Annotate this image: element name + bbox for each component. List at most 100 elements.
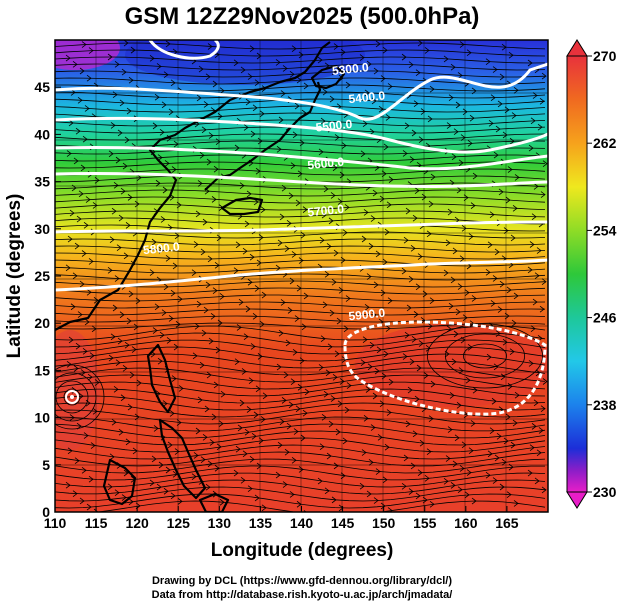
- streamline-arrow: [170, 79, 176, 87]
- streamline-arrow: [76, 215, 82, 223]
- warm-west: [55, 330, 100, 450]
- streamline-arrow: [376, 346, 382, 354]
- streamline-arrow: [240, 476, 246, 484]
- streamline-arrow: [278, 329, 284, 337]
- streamline-arrow: [319, 443, 325, 451]
- streamline-arrow: [93, 508, 99, 512]
- streamline-arrow: [492, 66, 498, 73]
- streamline-arrow: [318, 364, 324, 371]
- streamline-arrow: [249, 45, 255, 52]
- streamline-arrow: [531, 213, 537, 221]
- colorbar-tick-label: 262: [593, 135, 617, 151]
- streamline-arrow: [388, 378, 394, 386]
- streamline-arrow: [193, 452, 199, 459]
- streamline-arrow: [171, 375, 177, 382]
- colorbar-fill: [566, 55, 588, 493]
- x-tick-label: 130: [208, 515, 232, 531]
- streamline-arrow: [246, 190, 252, 198]
- streamline-arrow: [359, 54, 365, 61]
- streamline: [55, 465, 545, 481]
- streamline-arrow: [199, 152, 205, 159]
- streamline-arrow: [134, 413, 140, 421]
- streamline-arrow: [80, 369, 86, 376]
- colorbar-tick-label: 238: [593, 397, 617, 413]
- streamline-arrow: [197, 396, 203, 404]
- streamline-arrow: [177, 295, 183, 303]
- streamline-arrow: [366, 490, 372, 498]
- streamline-arrow: [214, 262, 220, 269]
- streamline-arrow: [532, 298, 538, 306]
- contour-label: 5400.0: [348, 88, 386, 106]
- streamline-arrow: [427, 115, 433, 123]
- x-axis-ticks: 110 115 120 125 130 135 140 145 150 155 160 165: [44, 506, 519, 531]
- streamline-arrow: [415, 69, 421, 77]
- streamline-arrow: [417, 469, 423, 477]
- streamline-arrow: [249, 456, 255, 463]
- streamline-arrow: [203, 101, 209, 108]
- streamline-arrow: [411, 335, 417, 343]
- streamline-arrow: [131, 346, 137, 353]
- streamline-arrow: [337, 400, 343, 408]
- streamline-arrow: [331, 68, 337, 76]
- streamline-arrow: [252, 104, 258, 112]
- streamline-arrow: [208, 337, 214, 345]
- streamline-arrow: [197, 180, 203, 187]
- contour-label: 5500.0: [315, 117, 353, 135]
- streamline-arrow: [539, 305, 545, 313]
- streamline-arrow: [460, 134, 466, 141]
- streamline-arrow: [495, 330, 501, 337]
- streamline-arrow: [385, 114, 391, 121]
- streamline-arrow: [300, 434, 306, 442]
- streamline-arrow: [202, 433, 208, 441]
- streamline-arrow: [213, 165, 219, 173]
- y-tick-label: 25: [34, 268, 50, 284]
- streamline-arrow: [373, 497, 379, 504]
- streamline-arrow: [387, 297, 393, 305]
- streamline-arrow: [514, 174, 520, 181]
- streamline-arrow: [247, 278, 253, 286]
- streamline-arrow: [331, 496, 337, 504]
- streamline-arrow: [339, 378, 345, 385]
- streamline-arrow: [296, 500, 302, 508]
- contour-label: 5300.0: [331, 60, 369, 78]
- streamline-arrow: [407, 386, 413, 394]
- streamline-arrow: [541, 486, 547, 494]
- streamline-arrow: [288, 401, 294, 409]
- streamline-arrow: [505, 196, 511, 204]
- streamline-arrow: [237, 424, 243, 432]
- streamline-arrow: [160, 216, 166, 223]
- streamline-arrow: [323, 390, 329, 398]
- streamline-arrow: [527, 266, 533, 274]
- streamline-arrow: [317, 56, 323, 64]
- streamline-arrow: [465, 376, 471, 384]
- credit-line-1: Drawing by DCL (https://www.gfd-dennou.o…: [152, 575, 452, 587]
- streamline-arrow: [533, 399, 539, 407]
- x-tick-label: 145: [331, 515, 355, 531]
- streamline-arrow: [300, 231, 306, 239]
- streamline-arrow: [325, 369, 331, 377]
- streamline-arrow: [153, 425, 159, 432]
- streamline-arrow: [161, 309, 167, 317]
- streamline-arrow: [124, 341, 130, 349]
- streamline-arrow: [461, 441, 467, 449]
- streamline-arrow: [534, 272, 540, 280]
- streamline-arrow: [341, 142, 347, 149]
- streamline-arrow: [172, 262, 178, 270]
- streamline-arrow: [72, 61, 78, 68]
- streamline-arrow: [502, 131, 508, 139]
- streamline-arrow: [250, 343, 256, 350]
- y-tick-label: 20: [34, 315, 50, 331]
- streamline-arrow: [247, 485, 253, 492]
- streamline-arrow: [240, 66, 246, 74]
- streamline-arrow: [173, 140, 179, 148]
- streamline-arrow: [260, 416, 266, 423]
- streamline-arrow: [294, 102, 300, 110]
- streamline-arrow: [513, 86, 519, 94]
- streamline-arrow: [514, 391, 520, 399]
- streamline-arrow: [123, 469, 129, 477]
- streamline-arrow: [493, 363, 499, 371]
- streamline-arrow: [534, 477, 540, 485]
- streamline-arrow: [331, 278, 337, 286]
- streamline-arrow: [113, 386, 119, 393]
